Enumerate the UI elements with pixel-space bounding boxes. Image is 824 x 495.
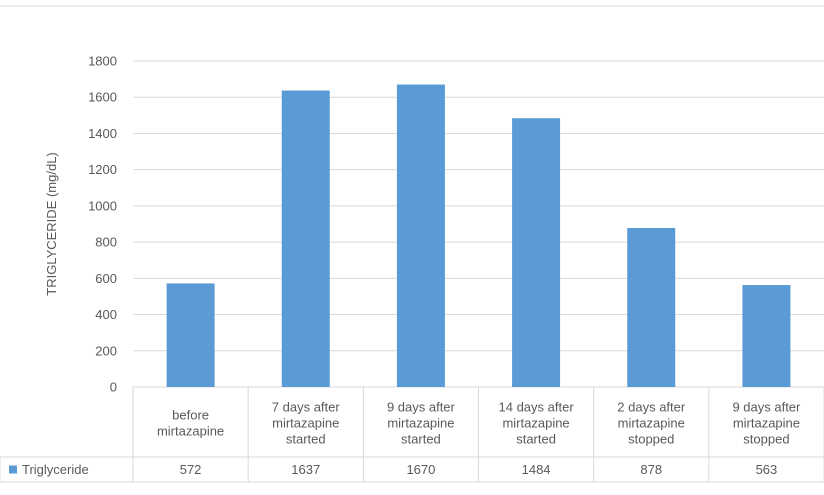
bar bbox=[396, 84, 445, 388]
data-value-label: 1484 bbox=[522, 462, 551, 477]
legend-swatch bbox=[9, 465, 17, 474]
y-axis-title: TRIGLYCERIDE (mg/dL) bbox=[44, 152, 59, 296]
y-tick-label: 1600 bbox=[88, 90, 117, 105]
category-label: 2 days after mirtazapine stopped bbox=[617, 400, 686, 447]
y-tick-labels: 0 200 400 600 800 1000 1200 1400 1600 1800 bbox=[88, 54, 117, 395]
category-label: 9 days after mirtazapine started bbox=[387, 400, 456, 447]
data-value-label: 572 bbox=[180, 462, 202, 477]
legend-series-name: Triglyceride bbox=[22, 462, 89, 477]
y-tick-label: 400 bbox=[95, 307, 117, 322]
y-tick-label: 0 bbox=[110, 380, 117, 395]
y-tick-label: 1800 bbox=[88, 54, 117, 69]
data-value-label: 563 bbox=[756, 462, 778, 477]
y-tick-label: 800 bbox=[95, 235, 117, 250]
y-tick-label: 200 bbox=[95, 343, 117, 358]
bar bbox=[742, 285, 791, 387]
bars bbox=[166, 84, 791, 388]
bar bbox=[281, 90, 330, 387]
data-value-label: 1637 bbox=[291, 462, 320, 477]
data-value-label: 1670 bbox=[406, 462, 435, 477]
category-label: 9 days after mirtazapine stopped bbox=[732, 400, 801, 447]
gridlines bbox=[133, 60, 824, 388]
data-table: before mirtazapine 7 days after mirtazapine… bbox=[0, 387, 824, 483]
category-label: 7 days after mirtazapine started bbox=[272, 400, 341, 447]
bar bbox=[627, 227, 676, 387]
data-value-label: 878 bbox=[640, 462, 662, 477]
y-tick-label: 1200 bbox=[88, 162, 117, 177]
category-label: before mirtazapine bbox=[157, 408, 224, 439]
y-tick-label: 1000 bbox=[88, 198, 117, 213]
y-tick-label: 1400 bbox=[88, 126, 117, 141]
bar bbox=[166, 283, 215, 387]
y-tick-label: 600 bbox=[95, 271, 117, 286]
bar bbox=[512, 118, 561, 387]
category-label: 14 days after mirtazapine started bbox=[499, 400, 575, 447]
